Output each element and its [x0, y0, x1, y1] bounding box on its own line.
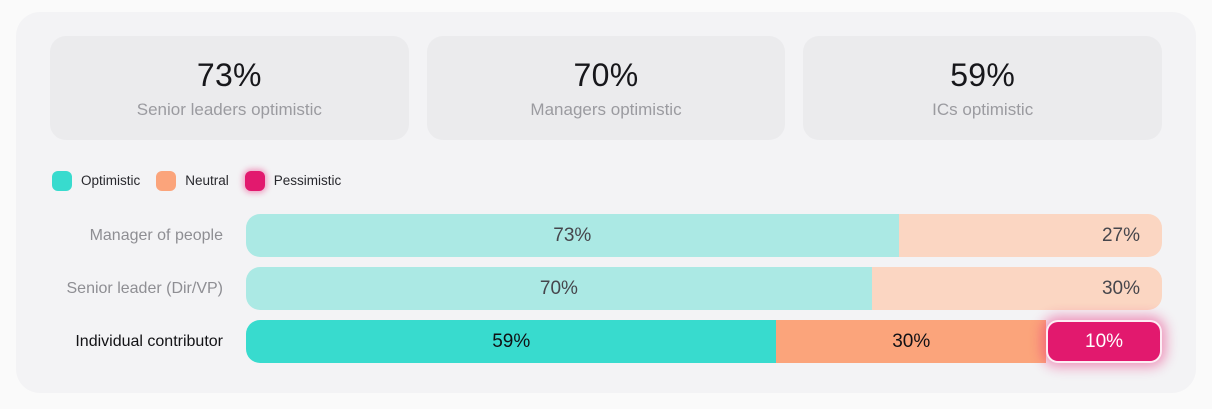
bar-segment-optimistic: 70% [246, 267, 872, 310]
stat-label: ICs optimistic [932, 99, 1034, 119]
bar-row-senior-leader: Senior leader (Dir/VP) 70% 30% [50, 267, 1162, 310]
category-label: Manager of people [89, 226, 223, 244]
legend-label: Pessimistic [273, 173, 342, 188]
stat-label: Senior leaders optimistic [136, 99, 322, 119]
stacked-bar: 59% 30% 10% [246, 320, 1163, 363]
neutral-swatch-icon [156, 170, 177, 191]
legend-item-neutral: Neutral [156, 170, 229, 191]
stat-label: Managers optimistic [530, 99, 682, 119]
bar-segment-neutral: 27% [898, 214, 1162, 257]
optimism-report-panel: 73% Senior leaders optimistic 70% Manage… [16, 12, 1196, 393]
stat-value: 73% [196, 56, 262, 93]
pessimistic-swatch-icon [244, 170, 265, 191]
bar-segment-neutral: 30% [871, 267, 1162, 310]
stat-value: 70% [573, 56, 639, 93]
bar-row-manager-of-people: Manager of people 73% 27% [50, 214, 1162, 257]
bar-segment-neutral: 30% [776, 320, 1047, 363]
legend-item-optimistic: Optimistic [52, 170, 141, 191]
bar-row-individual-contributor: Individual contributor 59% 30% 10% [50, 320, 1163, 363]
legend-item-pessimistic: Pessimistic [244, 170, 342, 191]
bar-segment-optimistic: 73% [246, 214, 899, 257]
stacked-bar: 73% 27% [246, 214, 1162, 257]
optimistic-swatch-icon [52, 170, 72, 191]
stat-card-senior-leaders: 73% Senior leaders optimistic [50, 36, 409, 140]
stat-cards: 73% Senior leaders optimistic 70% Manage… [50, 36, 1163, 140]
stat-value: 59% [950, 56, 1016, 93]
stat-card-ics: 59% ICs optimistic [803, 36, 1163, 140]
category-label: Senior leader (Dir/VP) [66, 279, 224, 297]
bar-segment-optimistic: 59% [246, 320, 777, 363]
category-label: Individual contributor [75, 332, 223, 350]
chart-legend: Optimistic Neutral Pessimistic [52, 170, 1162, 191]
stat-card-managers: 70% Managers optimistic [426, 36, 786, 140]
legend-label: Neutral [185, 173, 229, 188]
stacked-bar-chart: Manager of people 73% 27% Senior leader … [50, 214, 1163, 363]
legend-label: Optimistic [81, 173, 141, 188]
bar-segment-pessimistic: 10% [1046, 320, 1163, 363]
stacked-bar: 70% 30% [246, 267, 1162, 310]
